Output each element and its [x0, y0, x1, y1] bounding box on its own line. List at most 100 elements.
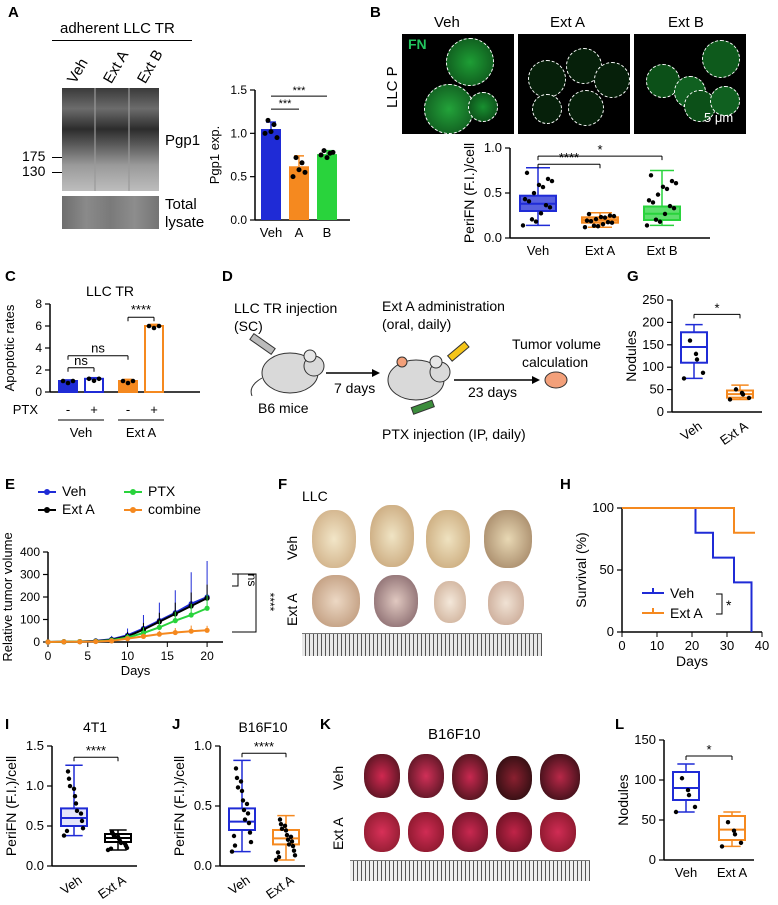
y-axis-label: Nodules: [615, 774, 631, 825]
data-point: [65, 380, 71, 386]
data-point: [591, 223, 597, 228]
sig-label: ***: [293, 85, 307, 97]
data-point: [653, 217, 659, 222]
data-point: [662, 211, 668, 217]
y-tick-label: 0.5: [194, 798, 212, 813]
data-point: [526, 199, 532, 204]
panel-letter-e: E: [5, 476, 16, 493]
data-point: [664, 186, 670, 192]
western-blot-total-lysate: [62, 196, 159, 229]
x-tick-label: 10: [121, 649, 135, 663]
y-tick-label: 1.0: [230, 126, 247, 140]
x-tick-label: 5: [84, 649, 91, 663]
data-point: [239, 788, 245, 794]
data-point: [70, 378, 76, 384]
fn-image-exta: [518, 34, 630, 134]
data-point: [265, 117, 271, 123]
x-tick-label: 40: [755, 638, 769, 653]
d-step3-line2: calculation: [522, 354, 589, 370]
data-point: [67, 783, 73, 789]
x-tick-label: Veh: [527, 243, 549, 258]
data-point: [245, 811, 251, 816]
legend-marker: [130, 507, 136, 513]
data-point: [644, 223, 650, 228]
western-blot-pgp1: [62, 88, 159, 191]
group-label: Veh: [70, 425, 92, 440]
legend-label: combine: [148, 501, 201, 517]
data-point: [302, 169, 308, 175]
y-axis-label: Apoptotic rates: [2, 304, 17, 391]
y-tick-label: 0: [607, 624, 614, 639]
data-point: [687, 338, 693, 343]
data-point: [540, 184, 546, 190]
y-tick-label: 0.5: [26, 818, 44, 833]
sig-label: *: [714, 300, 719, 315]
panel-letter-c: C: [5, 268, 16, 285]
header-rule: [52, 40, 192, 41]
data-point: [586, 211, 592, 217]
y-tick-label: 100: [634, 772, 656, 787]
x-tick-label: 0: [45, 649, 52, 663]
data-point: [299, 160, 305, 166]
x-tick-label: Ext A: [717, 418, 751, 448]
data-point: [109, 829, 115, 834]
box: [672, 771, 700, 801]
y-tick-label: 100: [642, 359, 664, 374]
x-tick-label: Ext A: [585, 243, 616, 258]
y-axis-label: PeriFN (F.I.)/cell: [461, 143, 477, 243]
x-tick-label: 20: [200, 649, 214, 663]
data-point: [240, 798, 246, 803]
data-point: [529, 217, 535, 222]
ptx-sign: -: [126, 402, 130, 417]
y-tick-label: 200: [642, 314, 664, 329]
data-point: [277, 817, 283, 822]
y-tick-label: 0.5: [484, 185, 502, 200]
bar: [289, 166, 309, 220]
panel-letter-k: K: [320, 716, 331, 733]
k-lung-photo: [350, 752, 590, 882]
data-point: [283, 828, 289, 833]
legend-label: PTX: [148, 483, 176, 499]
data-point: [120, 378, 126, 384]
b-row-label: LLC P: [384, 66, 401, 108]
d-ptx-label: PTX injection (IP, daily): [382, 426, 526, 442]
data-point: [693, 351, 699, 357]
data-point: [151, 325, 157, 331]
data-point: [731, 828, 737, 833]
data-point: [282, 823, 288, 829]
panel-d-schematic: LLC TR injection (SC) Ext A administrati…: [222, 288, 622, 453]
y-tick-label: 100: [592, 500, 614, 515]
x-tick-label: B: [323, 225, 332, 240]
data-point: [324, 155, 330, 161]
legend-label: Veh: [62, 483, 86, 499]
data-point: [65, 769, 71, 774]
data-point: [286, 842, 292, 847]
x-tick-label: Ext A: [95, 872, 129, 902]
legend-label: Ext A: [62, 501, 95, 517]
sig-bracket: [232, 573, 239, 587]
data-point: [679, 776, 685, 781]
arrow-icon-1: [326, 369, 380, 377]
sig-label: ****: [131, 302, 151, 317]
data-point: [321, 148, 327, 154]
sig-label: *: [597, 142, 602, 157]
data-point: [288, 834, 294, 840]
y-tick-label: 0: [649, 852, 656, 867]
arrow-icon-2: [454, 376, 540, 384]
data-point: [71, 786, 77, 791]
x-tick-label: 30: [720, 638, 734, 653]
y-tick-label: 1.0: [26, 778, 44, 793]
data-point: [125, 380, 131, 386]
data-point: [531, 190, 537, 196]
data-point: [673, 180, 679, 186]
y-tick-label: 150: [642, 337, 664, 352]
y-axis-label: PeriFN (F.I.)/cell: [3, 756, 19, 856]
data-point: [247, 830, 253, 835]
legend-marker: [44, 507, 50, 513]
sig-label: ns: [91, 341, 105, 356]
y-tick-label: 150: [634, 732, 656, 747]
data-point: [522, 196, 528, 202]
data-point: [72, 793, 78, 799]
mouse-icon-2: [387, 355, 451, 401]
data-point: [276, 854, 282, 860]
